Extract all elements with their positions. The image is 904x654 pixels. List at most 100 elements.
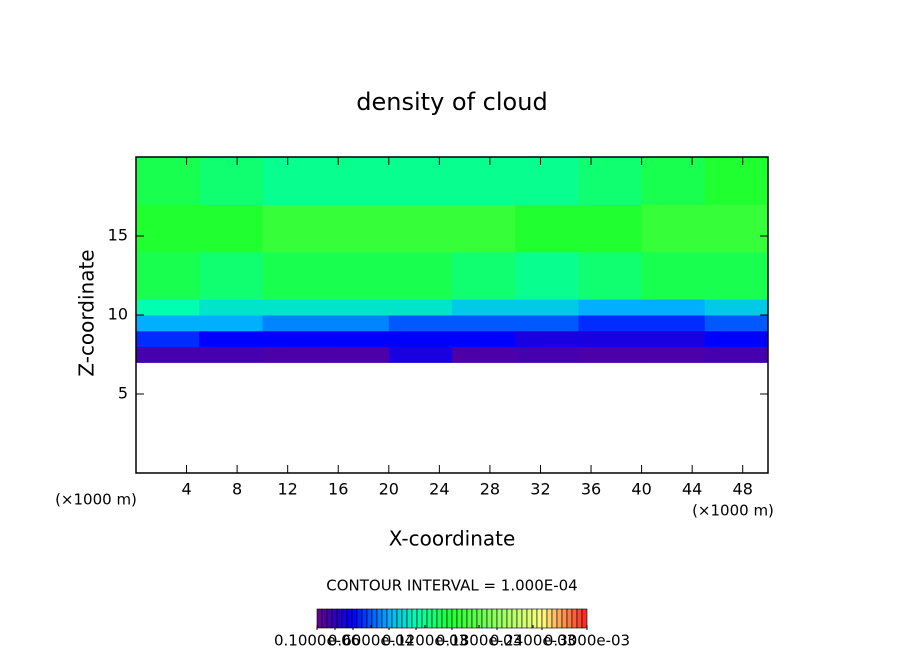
x-tick-label: 4 xyxy=(181,480,191,499)
colorbar-cell xyxy=(451,608,458,629)
heat-cell xyxy=(325,251,390,300)
heat-cell xyxy=(641,157,706,205)
heat-cell xyxy=(704,299,769,316)
heat-cell xyxy=(704,346,769,363)
colorbar-cell xyxy=(346,608,353,629)
heat-cell xyxy=(199,315,263,332)
colorbar-cell xyxy=(441,608,448,629)
heat-cell xyxy=(325,157,390,205)
colorbar-label: 0.3000e-03 xyxy=(544,632,630,650)
colorbar-cell xyxy=(486,608,493,629)
heat-cell xyxy=(199,299,263,316)
colorbar-cell xyxy=(511,608,518,629)
heat-cell xyxy=(199,251,263,300)
heat-cell xyxy=(452,315,516,332)
colorbar-cell xyxy=(406,608,413,629)
colorbar-cell xyxy=(456,608,463,629)
heat-cell xyxy=(704,330,769,348)
colorbar-cell xyxy=(566,608,573,629)
heat-cell xyxy=(262,315,327,332)
x-tick-label: 24 xyxy=(429,480,449,499)
colorbar-cell xyxy=(466,608,473,629)
heat-cell xyxy=(704,251,769,300)
heat-cell xyxy=(515,251,579,300)
colorbar-cell xyxy=(391,608,398,629)
heat-cell xyxy=(325,330,390,348)
x-tick-label: 44 xyxy=(682,480,702,499)
heat-cell xyxy=(515,330,579,348)
heat-cell xyxy=(388,299,453,316)
heat-cell xyxy=(325,299,390,316)
colorbar-cell xyxy=(506,608,513,629)
heat-cell xyxy=(388,315,453,332)
colorbar-cell xyxy=(491,608,498,629)
colorbar-cell xyxy=(536,608,543,629)
colorbar-cell xyxy=(561,608,568,629)
colorbar-cell xyxy=(516,608,523,629)
heat-cell xyxy=(641,346,706,363)
heat-cell xyxy=(515,346,579,363)
heat-cell xyxy=(388,330,453,348)
colorbar-cell xyxy=(316,608,323,629)
heat-cell xyxy=(452,157,516,205)
heat-cell xyxy=(199,330,263,348)
colorbar-cell xyxy=(396,608,403,629)
colorbar-label: 0.2400e-03 xyxy=(490,632,576,650)
heat-cell xyxy=(325,204,390,253)
x-unit: (×1000 m) xyxy=(692,502,774,520)
colorbar-cell xyxy=(371,608,378,629)
colorbar-cell xyxy=(321,608,328,629)
heat-cell xyxy=(704,315,769,332)
colorbar-cell xyxy=(576,608,583,629)
heat-cell xyxy=(262,346,327,363)
y-axis-label: Z-coordinate xyxy=(75,249,99,376)
heat-cell xyxy=(136,346,200,363)
colorbar-cell xyxy=(526,608,533,629)
colorbar-cell xyxy=(481,608,488,629)
y-tick-label: 15 xyxy=(108,226,128,245)
colorbar-cell xyxy=(581,608,588,629)
heat-cell xyxy=(452,330,516,348)
heat-cell xyxy=(578,299,643,316)
colorbar-cell xyxy=(461,608,468,629)
x-tick-label: 48 xyxy=(733,480,753,499)
colorbar-cell xyxy=(426,608,433,629)
heat-cell xyxy=(136,315,200,332)
heat-cell xyxy=(704,204,769,253)
heat-cell xyxy=(136,251,200,300)
heat-cell xyxy=(452,204,516,253)
colorbar-cell xyxy=(501,608,508,629)
colorbar-cell xyxy=(471,608,478,629)
heat-cell xyxy=(578,251,643,300)
heat-cell xyxy=(641,299,706,316)
heat-cell xyxy=(452,299,516,316)
heat-cell xyxy=(641,251,706,300)
colorbar-label: 0.6000e-04 xyxy=(328,632,414,650)
heat-cell xyxy=(136,330,200,348)
heat-cell xyxy=(262,330,327,348)
colorbar-cell xyxy=(356,608,363,629)
heat-cell xyxy=(325,346,390,363)
heat-cell xyxy=(262,157,327,205)
x-tick-label: 40 xyxy=(631,480,651,499)
heat-cell xyxy=(136,204,200,253)
heat-cell xyxy=(578,204,643,253)
colorbar-cell xyxy=(381,608,388,629)
heat-cell xyxy=(515,299,579,316)
x-tick-label: 36 xyxy=(581,480,601,499)
colorbar-cell xyxy=(351,608,358,629)
colorbar-cell xyxy=(326,608,333,629)
heat-cell xyxy=(136,299,200,316)
heat-cell xyxy=(641,204,706,253)
heat-cell xyxy=(199,157,263,205)
colorbar-cell xyxy=(386,608,393,629)
colorbar-cell xyxy=(401,608,408,629)
colorbar-cell xyxy=(521,608,528,629)
y-tick-label: 5 xyxy=(118,384,128,403)
heat-cell xyxy=(578,315,643,332)
x-axis-label: X-coordinate xyxy=(389,527,516,551)
colorbar-cell xyxy=(331,608,338,629)
x-tick-label: 8 xyxy=(232,480,242,499)
colorbar-cell xyxy=(436,608,443,629)
heat-cell xyxy=(199,346,263,363)
